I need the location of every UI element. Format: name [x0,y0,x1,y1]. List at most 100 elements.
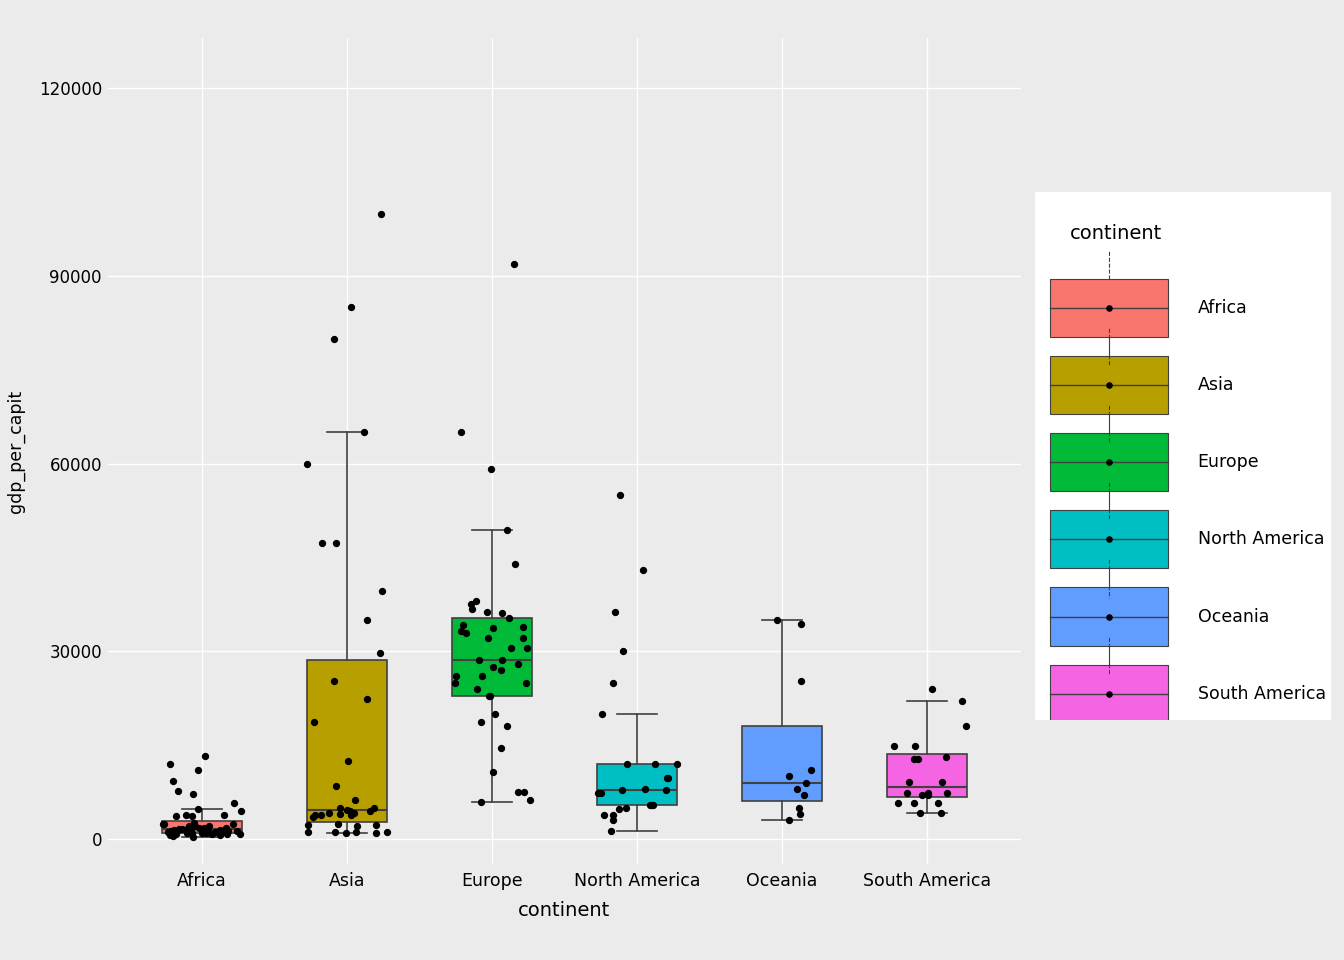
Point [883,738,905,754]
Text: continent: continent [1070,224,1163,243]
Point [215,821,237,836]
Point [590,785,612,801]
Point [931,775,953,790]
Point [329,801,351,816]
Point [1098,377,1120,393]
FancyBboxPatch shape [1050,433,1168,492]
Point [345,825,367,840]
Point [478,688,500,704]
FancyBboxPatch shape [1050,664,1168,723]
Point [204,825,226,840]
X-axis label: continent: continent [519,901,610,921]
Point [199,826,220,841]
Point [337,754,359,769]
Point [790,674,812,689]
Point [335,826,356,841]
Point [609,488,630,503]
Point [617,756,638,772]
Point [353,424,375,440]
Point [607,802,629,817]
Point [899,775,921,790]
Point [363,801,384,816]
Point [612,781,633,797]
Point [491,653,512,668]
Point [172,822,194,837]
Point [226,824,247,839]
Point [216,824,238,839]
Point [642,797,664,812]
PathPatch shape [742,726,823,802]
Point [482,620,504,636]
FancyBboxPatch shape [1050,279,1168,337]
Point [778,812,800,828]
Point [520,792,542,807]
Point [935,785,957,801]
Point [602,675,624,690]
Point [452,617,473,633]
Point [778,769,800,784]
Point [230,804,251,819]
Point [587,785,609,801]
Point [508,657,530,672]
Point [302,714,324,730]
Point [1098,455,1120,470]
Point [954,719,976,734]
Point [503,256,524,272]
Text: Asia: Asia [1198,376,1234,395]
Point [911,787,933,803]
Point [516,640,538,656]
Point [176,807,198,823]
Point [183,786,204,802]
Point [591,707,613,722]
Point [184,819,206,834]
Point [602,812,624,828]
Point [196,822,218,837]
Point [903,796,925,811]
Point [512,619,534,635]
Point [230,827,251,842]
Point [167,824,188,839]
Point [195,826,216,841]
Text: Africa: Africa [1198,300,1247,317]
Point [366,817,387,832]
Point [152,816,173,831]
Point [339,803,360,818]
Point [905,738,926,754]
Point [499,611,520,626]
Point [181,808,203,824]
Point [214,807,235,823]
Point [329,806,351,822]
Point [801,762,823,778]
Point [153,816,175,831]
Point [481,462,503,477]
Point [195,749,216,764]
Point [667,756,688,772]
Point [896,785,918,801]
Point [450,624,472,639]
FancyBboxPatch shape [1050,588,1168,645]
Point [466,682,488,697]
Point [210,826,231,841]
Point [656,781,677,797]
Point [216,826,238,841]
Point [165,808,187,824]
Point [640,797,661,812]
Point [324,331,345,347]
Point [504,556,526,571]
Point [640,797,661,812]
PathPatch shape [597,764,677,804]
Point [356,612,378,628]
Point [790,616,812,632]
Point [347,819,368,834]
PathPatch shape [306,660,387,822]
Point [484,707,505,722]
Point [183,815,204,830]
Point [188,802,210,817]
Point [360,803,382,818]
Point [952,694,973,709]
Y-axis label: gdp_per_capit: gdp_per_capit [7,390,24,513]
Point [887,796,909,811]
Point [644,756,665,772]
Point [160,828,181,843]
Point [786,781,808,797]
